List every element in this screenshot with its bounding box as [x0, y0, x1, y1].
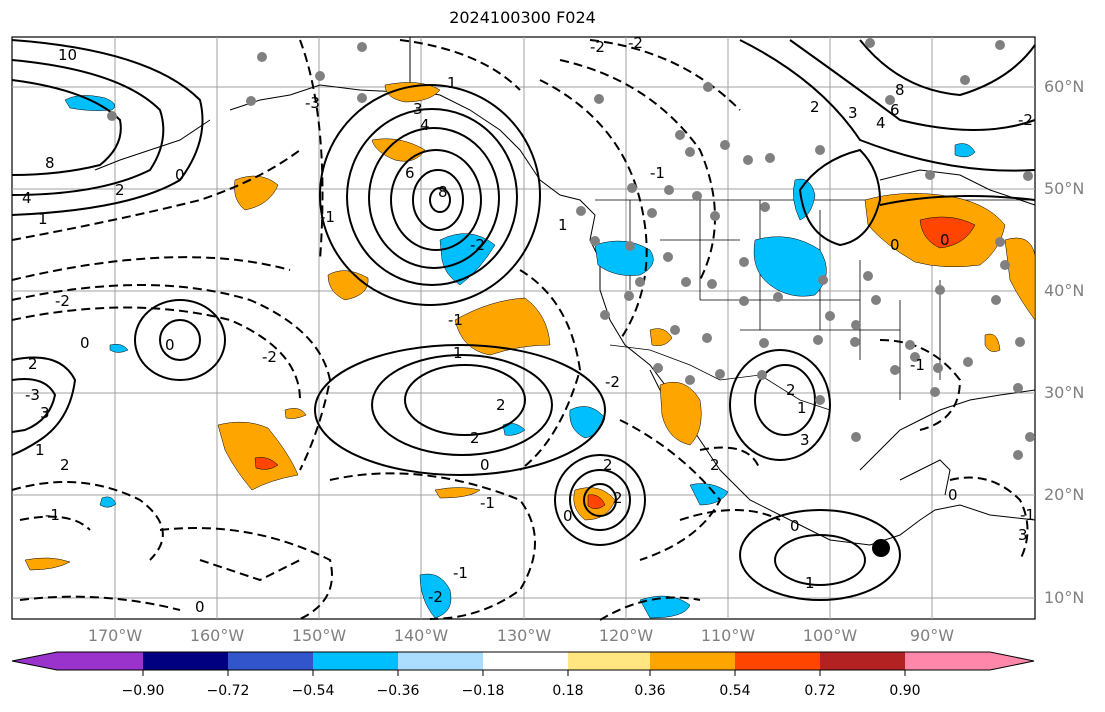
colorbar-tick-label: 0.90 [889, 683, 921, 699]
contour-label: 0 [790, 517, 800, 535]
contour-label: 1 [805, 574, 815, 592]
contour-label: 0 [948, 486, 958, 504]
contour-label: 2 [810, 98, 820, 116]
positive-contours [11, 39, 1036, 601]
contour-label: -2 [590, 38, 605, 56]
lat-label: 40°N [1044, 281, 1085, 300]
lon-label: 140°W [393, 626, 449, 645]
lon-label: 170°W [87, 626, 143, 645]
lat-label: 50°N [1044, 179, 1085, 198]
contour-label: 10 [58, 46, 77, 64]
colorbar-tick-label: 0.36 [634, 683, 666, 699]
contour-label: 0 [940, 231, 950, 249]
contour-label: 8 [438, 183, 448, 201]
lat-label: 20°N [1044, 485, 1085, 504]
contour-label: 3 [848, 104, 858, 122]
colorbar-tick-label: −0.36 [376, 683, 420, 699]
gridlines [12, 37, 1035, 619]
contour-label: 2 [710, 456, 720, 474]
contour-label: -1 [448, 311, 463, 329]
contour-label: -1 [320, 208, 335, 226]
contour-label: -3 [305, 94, 320, 112]
contour-label: 4 [420, 116, 430, 134]
contour-label: 8 [45, 154, 55, 172]
contour-label: 2 [60, 456, 70, 474]
contour-label: 0 [165, 336, 175, 354]
colorbar-tick-label: −0.90 [121, 683, 165, 699]
contour-label: -1 [1020, 506, 1035, 524]
colorbar-tick-label: 0.54 [719, 683, 751, 699]
colorbar-tick-label: −0.18 [461, 683, 505, 699]
contour-label: 0 [480, 456, 490, 474]
contour-label: -2 [55, 292, 70, 310]
contour-label: 2 [613, 489, 623, 507]
colorbar [11, 651, 1035, 676]
station-dots [107, 38, 1035, 460]
contour-label: -1 [910, 356, 925, 374]
negative-contours [11, 39, 1029, 621]
contour-label: -1 [650, 164, 665, 182]
contour-label: 4 [22, 189, 32, 207]
contour-label: 6 [890, 101, 900, 119]
contour-label: 3 [413, 100, 423, 118]
contour-label: 0 [80, 334, 90, 352]
contour-label: 1 [38, 210, 48, 228]
contour-label: 3 [40, 404, 50, 422]
contour-label: -1 [45, 506, 60, 524]
lat-label: 30°N [1044, 383, 1085, 402]
lon-label: 160°W [189, 626, 245, 645]
contour-label: -2 [470, 236, 485, 254]
contour-label: 0 [175, 166, 185, 184]
lon-label: 120°W [598, 626, 654, 645]
contour-label-group: 10 8 4 2 1 0 -2 -3 -1 8 6 4 3 1 -2 -1 3 … [22, 34, 1035, 616]
contour-label: 3 [1018, 526, 1028, 544]
contour-label: 1 [453, 344, 463, 362]
contour-label: -1 [453, 564, 468, 582]
contour-label: 0 [563, 507, 573, 525]
colorbar-tick-label: −0.54 [291, 683, 335, 699]
contour-label: -2 [428, 588, 443, 606]
contour-label: 2 [496, 396, 506, 414]
map-title: 2024100300 F024 [449, 8, 596, 27]
lat-label: 10°N [1044, 588, 1085, 607]
contour-label: -2 [605, 373, 620, 391]
contour-label: -2 [262, 348, 277, 366]
contour-label: 1 [558, 216, 568, 234]
lon-label: 110°W [700, 626, 756, 645]
colorbar-tick-label: 0.72 [804, 683, 836, 699]
colorbar-tick-label: −0.72 [206, 683, 250, 699]
contour-label: -2 [1018, 111, 1033, 129]
lon-label: 130°W [496, 626, 552, 645]
contour-label: 3 [800, 431, 810, 449]
colorbar-tick-label: 0.18 [552, 683, 584, 699]
lat-label: 60°N [1044, 77, 1085, 96]
contour-label: 8 [895, 81, 905, 99]
contour-label: 1 [797, 399, 807, 417]
contour-label: 4 [876, 114, 886, 132]
contour-label: 2 [470, 429, 480, 447]
lon-label: 150°W [291, 626, 347, 645]
contour-label: -2 [628, 34, 643, 52]
contour-label: 1 [35, 441, 45, 459]
lon-label: 90°W [909, 626, 955, 645]
contour-label: -1 [480, 494, 495, 512]
contour-label: -3 [25, 386, 40, 404]
contour-label: 0 [195, 598, 205, 616]
shaded-anomalies [24, 82, 1036, 619]
storm-center-marker [872, 539, 890, 557]
contour-label: 2 [115, 181, 125, 199]
contour-label: 2 [786, 381, 796, 399]
lon-label: 100°W [802, 626, 858, 645]
contour-label: 2 [603, 456, 613, 474]
contour-label: 1 [447, 74, 457, 92]
contour-label: 2 [28, 355, 38, 373]
contour-label: 6 [405, 164, 415, 182]
contour-label: 0 [890, 236, 900, 254]
